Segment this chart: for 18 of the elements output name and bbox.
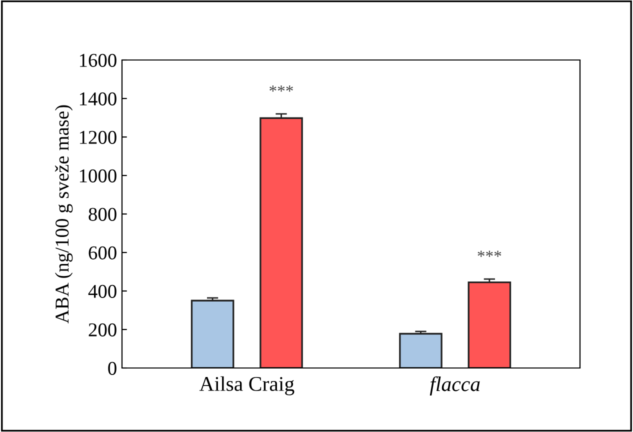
y-tick-label: 1600 <box>80 54 116 67</box>
y-axis-title: ABA (ng/100 g sveže mase) <box>54 105 73 324</box>
annotation: *** <box>478 250 502 257</box>
x-tick-label: flacca <box>430 376 480 396</box>
x-tick-label: Ailsa Craig <box>199 376 294 396</box>
bar <box>399 332 442 368</box>
y-tick-label: 1400 <box>80 92 116 106</box>
y-tick-label: 400 <box>88 284 116 298</box>
y-tick-label: 800 <box>88 208 116 221</box>
bar <box>190 300 234 368</box>
bar <box>468 282 512 368</box>
y-tick-label: 600 <box>88 246 116 260</box>
y-tick-label: 1200 <box>80 130 116 144</box>
y-tick-label: 0 <box>108 362 116 375</box>
annotation: *** <box>270 86 293 92</box>
bar <box>260 117 303 368</box>
y-tick-label: 1000 <box>80 169 116 182</box>
y-tick-label: 200 <box>88 323 116 336</box>
